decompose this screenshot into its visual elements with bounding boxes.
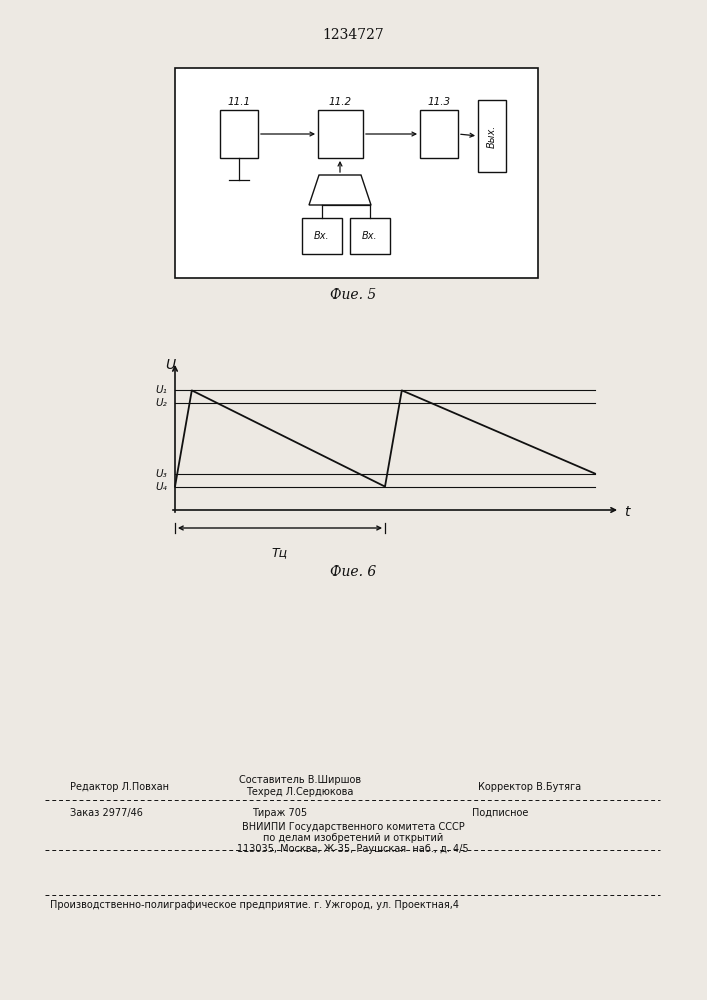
Text: Техред Л.Сердюкова: Техред Л.Сердюкова <box>246 787 354 797</box>
Text: 11.1: 11.1 <box>228 97 250 107</box>
Text: Вх.: Вх. <box>362 231 378 241</box>
Text: 113035, Москва, Ж-35, Раушская  наб., д. 4/5: 113035, Москва, Ж-35, Раушская наб., д. … <box>237 844 469 854</box>
Bar <box>420 110 458 158</box>
Bar <box>478 100 506 172</box>
Text: Фие. 5: Фие. 5 <box>330 288 376 302</box>
Bar <box>302 218 342 254</box>
Text: Вх.: Вх. <box>314 231 329 241</box>
Text: U₂: U₂ <box>156 398 167 408</box>
Text: U₁: U₁ <box>156 385 167 395</box>
Text: Тираж 705: Тираж 705 <box>252 808 308 818</box>
Text: по делам изобретений и открытий: по делам изобретений и открытий <box>263 833 443 843</box>
Text: t: t <box>624 505 630 519</box>
Text: Подписное: Подписное <box>472 808 528 818</box>
Text: Корректор В.Бутяга: Корректор В.Бутяга <box>479 782 582 792</box>
Text: U: U <box>165 358 175 372</box>
Bar <box>175 68 538 278</box>
Text: 11.2: 11.2 <box>329 97 352 107</box>
Text: Заказ 2977/46: Заказ 2977/46 <box>70 808 143 818</box>
Polygon shape <box>309 175 371 205</box>
Text: Фие. 6: Фие. 6 <box>330 565 376 579</box>
Text: 11.3: 11.3 <box>428 97 450 107</box>
Text: 1234727: 1234727 <box>322 28 384 42</box>
Text: Производственно-полиграфическое предприятие. г. Ужгород, ул. Проектная,4: Производственно-полиграфическое предприя… <box>50 900 459 910</box>
Bar <box>350 218 390 254</box>
Bar <box>220 110 258 158</box>
Text: ВНИИПИ Государственного комитета СССР: ВНИИПИ Государственного комитета СССР <box>242 822 464 832</box>
Bar <box>318 110 363 158</box>
Text: Составитель В.Ширшов: Составитель В.Ширшов <box>239 775 361 785</box>
Text: Тц: Тц <box>272 546 288 559</box>
Text: Вых.: Вых. <box>487 124 497 148</box>
Text: Редактор Л.Повхан: Редактор Л.Повхан <box>70 782 169 792</box>
Text: U₃: U₃ <box>156 469 167 479</box>
Text: U₄: U₄ <box>156 482 167 492</box>
